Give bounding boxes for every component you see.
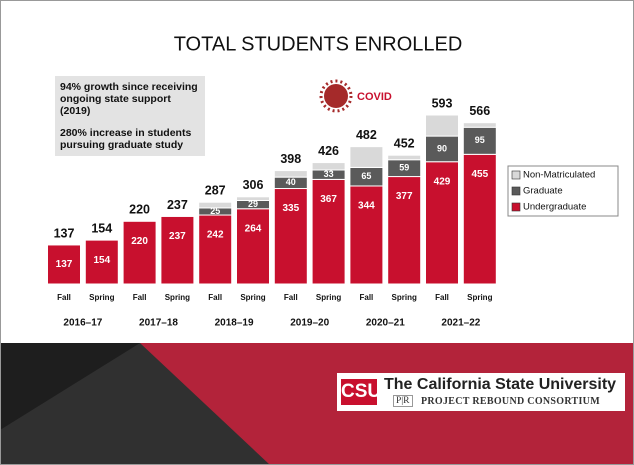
legend-box [507, 165, 619, 217]
total-label: 426 [318, 144, 339, 158]
covid-icon [319, 79, 353, 113]
data-label: 65 [361, 171, 371, 181]
legend-label: Undergraduate [523, 202, 586, 213]
x-tick-label: Spring [89, 293, 114, 302]
bar-segment [122, 220, 157, 285]
data-label: 59 [399, 163, 409, 173]
data-label: 344 [358, 201, 375, 212]
annotation-box: 94% growth since receiving ongoing state… [55, 76, 205, 156]
data-label: 40 [286, 177, 296, 187]
data-label: 429 [434, 176, 451, 187]
total-label: 306 [243, 178, 264, 192]
bar-segment [349, 146, 384, 168]
x-tick-label: Spring [165, 293, 190, 302]
data-label: 455 [471, 169, 488, 180]
data-label: 95 [475, 135, 485, 145]
total-label: 482 [356, 128, 377, 142]
data-label: 154 [93, 255, 110, 266]
x-tick-label: Fall [284, 293, 298, 302]
x-tick-label: Fall [360, 293, 374, 302]
bar-segment [236, 208, 270, 285]
data-label: 367 [320, 194, 337, 205]
total-label: 566 [469, 104, 490, 118]
x-tick-label: Spring [467, 293, 492, 302]
total-label: 137 [54, 226, 75, 240]
data-label: 377 [396, 191, 413, 202]
bar-segment [311, 162, 346, 171]
x-tick-label: Fall [208, 293, 222, 302]
consortium-mark: P|R [393, 395, 413, 407]
bar-segment [47, 244, 81, 285]
footer-corner [0, 343, 140, 430]
legend-swatch [511, 202, 521, 212]
data-label: 25 [210, 206, 220, 216]
group-label: 2016–17 [63, 318, 102, 329]
bar-segment [387, 154, 422, 161]
group-label: 2017–18 [139, 318, 178, 329]
bar-segment [273, 188, 308, 285]
legend-swatch [511, 170, 521, 180]
logo: CSU The California State University P|R … [337, 373, 625, 411]
group-label: 2019–20 [290, 318, 329, 329]
bar-segment [160, 215, 195, 285]
bar-segment [349, 185, 384, 285]
bar-segment [198, 201, 233, 209]
group-label: 2018–19 [215, 318, 254, 329]
logo-mark: CSU [341, 379, 381, 405]
legend-label: Graduate [523, 186, 563, 197]
data-label: 237 [169, 231, 186, 242]
x-tick-label: Spring [240, 293, 265, 302]
total-label: 220 [129, 203, 150, 217]
data-label: 242 [207, 230, 224, 241]
legend-label: Non-Matriculated [523, 170, 595, 181]
bar-segment [311, 178, 346, 285]
data-label: 264 [245, 223, 262, 234]
x-tick-label: Spring [316, 293, 341, 302]
bar-segment [462, 126, 497, 155]
bar-segment [273, 170, 308, 178]
x-tick-label: Spring [392, 293, 417, 302]
bar-segment [425, 114, 459, 137]
total-label: 287 [205, 184, 226, 198]
bar-segment [236, 196, 270, 201]
legend-swatch [511, 186, 521, 196]
chart-title: TOTAL STUDENTS ENROLLED [174, 33, 463, 55]
annotation: 280% increase in students pursuing gradu… [60, 127, 192, 151]
covid-label: COVID [357, 91, 392, 103]
consortium-name: PROJECT REBOUND CONSORTIUM [421, 396, 600, 407]
logo-name: The California State University [384, 376, 617, 393]
data-label: 33 [324, 169, 334, 179]
group-label: 2020–21 [366, 318, 405, 329]
group-label: 2021–22 [441, 318, 480, 329]
x-tick-label: Fall [133, 293, 147, 302]
x-tick-label: Fall [435, 293, 449, 302]
bar-segment [84, 239, 119, 285]
total-label: 398 [280, 152, 301, 166]
bar-segment [425, 161, 459, 285]
data-label: 220 [131, 236, 148, 247]
bar-segment [462, 122, 497, 128]
annotation: 94% growth since receiving ongoing state… [60, 81, 198, 117]
total-label: 452 [394, 136, 415, 150]
total-label: 593 [432, 96, 453, 110]
data-label: 90 [437, 143, 447, 153]
bar-segment [198, 214, 233, 285]
data-label: 29 [248, 199, 258, 209]
data-label: 137 [56, 259, 73, 270]
total-label: 237 [167, 198, 188, 212]
data-label: 335 [282, 203, 299, 214]
bar-segment [462, 153, 497, 285]
total-label: 154 [91, 221, 112, 235]
x-tick-label: Fall [57, 293, 71, 302]
